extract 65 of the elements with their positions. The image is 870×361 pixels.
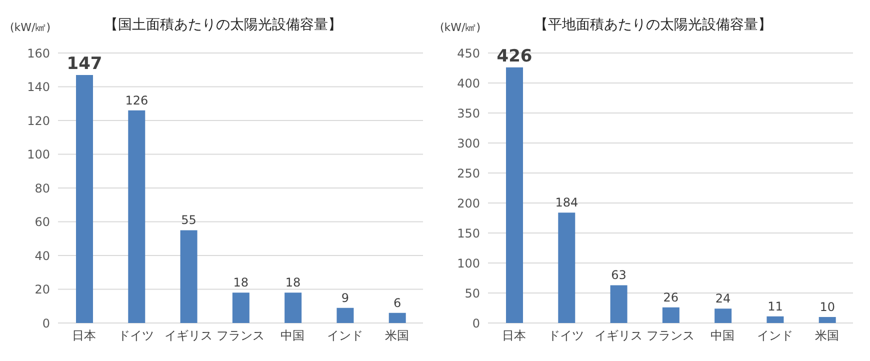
x-tick-label: イギリス	[594, 328, 642, 343]
x-tick-label: 米国	[814, 328, 839, 343]
bar	[766, 316, 784, 323]
y-tick-label: 160	[27, 46, 50, 60]
bar	[180, 230, 198, 323]
data-label: 147	[66, 54, 102, 74]
y-tick-label: 80	[34, 181, 50, 196]
x-tick-label: 日本	[72, 328, 96, 343]
x-tick-label: 日本	[502, 328, 526, 343]
bar	[714, 308, 732, 323]
y-tick-label: 150	[457, 226, 480, 240]
bar	[128, 110, 146, 323]
y-tick-label: 400	[457, 76, 480, 90]
x-tick-label: 米国	[384, 328, 409, 343]
bar	[558, 212, 576, 323]
data-label: 18	[285, 276, 301, 290]
data-label: 18	[233, 276, 249, 290]
bar	[506, 67, 523, 323]
data-label: 24	[715, 292, 731, 306]
y-tick-label: 20	[34, 282, 50, 297]
y-tick-label: 300	[457, 136, 480, 150]
x-tick-label: イギリス	[164, 328, 212, 343]
x-tick-label: フランス	[646, 328, 694, 343]
y-tick-label: 450	[457, 46, 480, 60]
y-tick-label: 40	[34, 248, 50, 263]
bar	[284, 292, 302, 323]
bar	[818, 317, 836, 323]
data-label: 11	[768, 299, 783, 314]
y-axis-title: (kW/㎢)	[10, 20, 51, 35]
bar	[336, 308, 354, 323]
y-tick-label: 140	[27, 80, 50, 94]
data-label: 55	[181, 213, 196, 228]
y-axis-title: (kW/㎢)	[440, 20, 481, 35]
y-tick-label: 0	[42, 316, 50, 330]
data-label: 6	[394, 296, 402, 310]
chart-title: 【国土面積あたりの太陽光設備容量】	[104, 17, 342, 33]
y-tick-label: 100	[457, 256, 480, 270]
data-label: 426	[496, 46, 532, 66]
y-tick-label: 200	[457, 196, 480, 210]
data-label: 26	[663, 290, 679, 304]
y-tick-label: 350	[457, 106, 480, 120]
x-tick-label: フランス	[216, 328, 264, 343]
x-tick-label: インド	[326, 328, 363, 343]
data-label: 63	[611, 268, 626, 282]
x-tick-label: ドイツ	[548, 328, 584, 343]
y-tick-label: 100	[27, 148, 50, 162]
bar	[610, 285, 628, 323]
x-tick-label: 中国	[280, 328, 305, 343]
y-tick-label: 50	[464, 286, 480, 300]
chart-title: 【平地面積あたりの太陽光設備容量】	[534, 17, 772, 33]
y-tick-label: 120	[27, 114, 50, 128]
data-label: 9	[341, 290, 350, 305]
bar	[662, 307, 680, 323]
y-tick-label: 60	[34, 215, 50, 230]
bar	[388, 312, 406, 323]
y-tick-label: 0	[472, 316, 480, 330]
x-tick-label: インド	[756, 328, 793, 343]
data-label: 184	[555, 196, 578, 210]
data-label: 10	[820, 300, 835, 314]
x-tick-label: ドイツ	[118, 328, 154, 343]
y-tick-label: 250	[457, 166, 480, 180]
bar	[76, 74, 93, 323]
data-label: 126	[125, 93, 148, 108]
bar	[232, 292, 250, 323]
x-tick-label: 中国	[710, 328, 735, 343]
